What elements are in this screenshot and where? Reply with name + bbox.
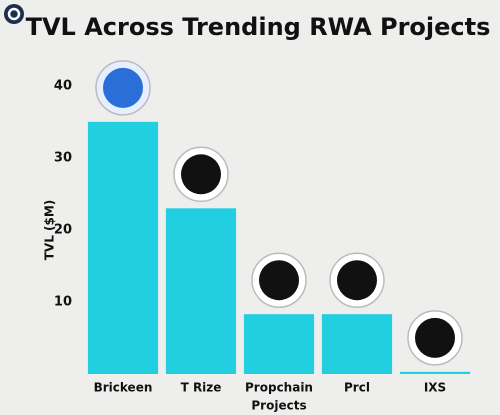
project-logo-inner	[181, 154, 221, 195]
bar	[243, 314, 315, 374]
x-tick-label: IXS	[424, 381, 446, 395]
bar	[321, 314, 393, 374]
project-logo-inner	[415, 317, 455, 358]
y-tick-label: 10	[54, 294, 72, 309]
y-tick-label: 40	[54, 78, 72, 93]
y-tick-label: 20	[54, 222, 72, 237]
bar	[87, 121, 159, 374]
project-logo-inner	[259, 260, 299, 301]
y-axis-label: TVL ($M)	[43, 200, 57, 261]
bar	[399, 371, 471, 374]
x-tick-label: Propchain	[245, 381, 313, 395]
bar	[165, 208, 237, 374]
project-logo-inner	[103, 67, 143, 108]
x-axis-label: Projects	[251, 399, 306, 413]
brand-logo	[4, 4, 24, 24]
x-tick-label: Brickeen	[94, 381, 153, 395]
chart-title: TVL Across Trending RWA Projects	[26, 13, 491, 41]
x-tick-label: Prcl	[344, 381, 370, 395]
x-tick-label: T Rize	[181, 381, 222, 395]
project-logo-inner	[337, 260, 377, 301]
y-tick-label: 30	[54, 150, 72, 165]
